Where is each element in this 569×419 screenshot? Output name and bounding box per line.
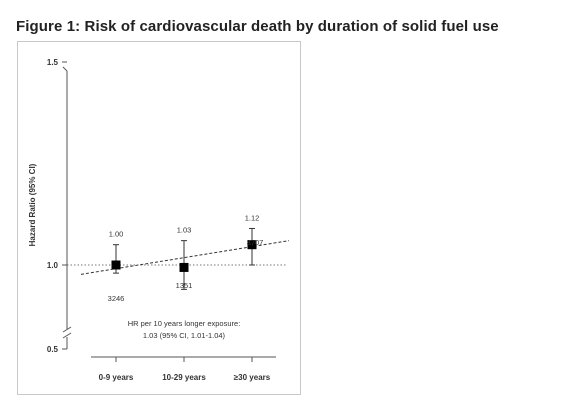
axis-break-mark [62, 332, 72, 339]
hr-value-label: 1.03 [177, 226, 192, 235]
sample-size-label: 3707 [247, 238, 264, 247]
annotation-line-2: 1.03 (95% CI, 1.01-1.04) [143, 331, 226, 340]
hr-value-label: 1.00 [109, 230, 124, 239]
annotation-line-1: HR per 10 years longer exposure: [128, 319, 241, 328]
y-tick-label: 1.0 [47, 261, 59, 270]
x-tick-label: 10-29 years [162, 373, 206, 382]
x-tick-label: ≥30 years [234, 373, 271, 382]
axis-break-mark [62, 326, 72, 333]
plot-frame [17, 41, 301, 395]
y-tick-label: 1.5 [47, 58, 59, 67]
y-axis-top-hook [62, 66, 68, 72]
point-marker [179, 262, 189, 272]
y-tick-label: 0.5 [47, 345, 59, 354]
sample-size-label: 1351 [176, 281, 193, 290]
point-marker [247, 240, 257, 250]
x-tick-label: 0-9 years [99, 373, 134, 382]
figure-title: Figure 1: Risk of cardiovascular death b… [16, 18, 499, 35]
point-marker [111, 260, 121, 270]
y-axis-label: Hazard Ratio (95% CI) [28, 163, 37, 246]
hr-value-label: 1.12 [245, 213, 260, 222]
sample-size-label: 3246 [108, 294, 125, 303]
